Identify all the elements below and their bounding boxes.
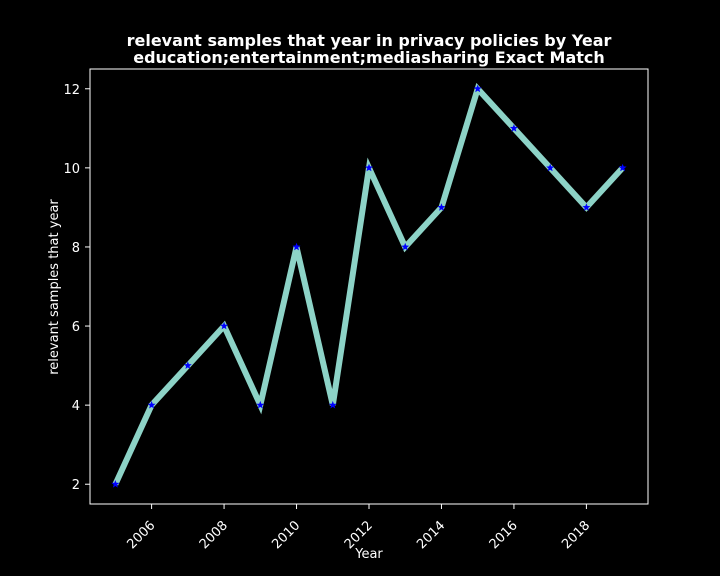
y-axis-label: relevant samples that year bbox=[47, 199, 62, 375]
y-tick-label: 6 bbox=[72, 320, 80, 335]
data-point-marker bbox=[509, 124, 518, 132]
data-point-marker bbox=[256, 400, 265, 409]
series-markers bbox=[111, 84, 627, 488]
y-tick-label: 12 bbox=[63, 83, 80, 98]
y-tick-label: 8 bbox=[72, 241, 80, 256]
data-point-marker bbox=[437, 203, 446, 211]
data-point-marker bbox=[582, 203, 591, 211]
data-point-marker bbox=[292, 242, 301, 251]
y-tick-label: 10 bbox=[63, 162, 80, 177]
data-point-marker bbox=[328, 400, 337, 409]
data-point-marker bbox=[618, 163, 627, 172]
y-axis: 2 4 6 8 10 12 bbox=[63, 83, 90, 493]
data-point-marker bbox=[401, 242, 410, 251]
chart-title: relevant samples that year in privacy po… bbox=[127, 31, 612, 50]
data-point-marker bbox=[365, 163, 373, 172]
data-point-marker bbox=[111, 480, 120, 488]
data-point-marker bbox=[546, 163, 555, 172]
chart-subtitle: education;entertainment;mediasharing Exa… bbox=[133, 48, 605, 67]
data-point-marker bbox=[220, 321, 229, 330]
x-axis-label: Year bbox=[354, 547, 383, 562]
data-point-marker bbox=[183, 361, 192, 369]
data-point-marker bbox=[147, 400, 156, 409]
data-point-marker bbox=[473, 84, 482, 93]
y-tick-label: 4 bbox=[72, 399, 80, 414]
y-tick-label: 2 bbox=[72, 478, 80, 493]
